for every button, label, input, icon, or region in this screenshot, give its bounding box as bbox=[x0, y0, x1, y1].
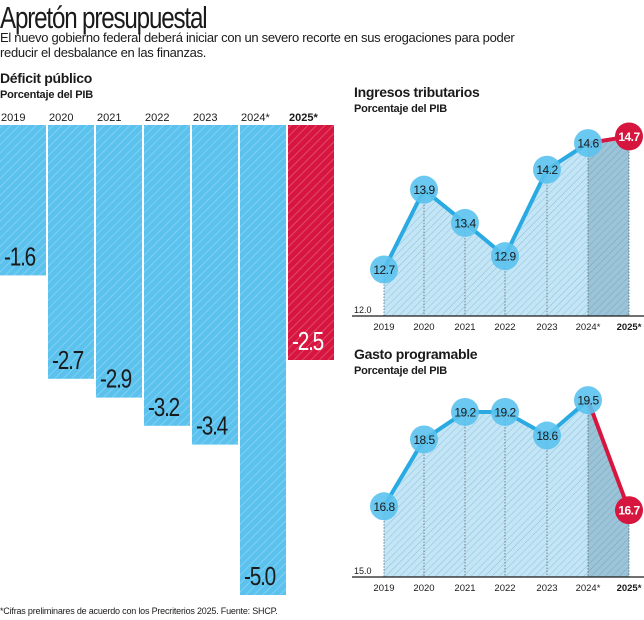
data-label: 19.2 bbox=[454, 405, 476, 419]
bar-value-label: -2.9 bbox=[100, 364, 131, 393]
data-point bbox=[451, 208, 479, 237]
data-point bbox=[410, 175, 438, 204]
data-label: 13.9 bbox=[413, 183, 435, 197]
bar-year-label: 2023 bbox=[193, 112, 217, 124]
data-point bbox=[574, 129, 602, 158]
projection-area bbox=[588, 400, 629, 577]
year-label: 2020 bbox=[413, 322, 434, 333]
bar-value-label: -5.0 bbox=[244, 562, 276, 591]
gasto-title: Gasto programable bbox=[354, 346, 478, 362]
data-label: 19.5 bbox=[577, 394, 599, 408]
projection-area bbox=[588, 136, 629, 316]
data-point bbox=[370, 492, 398, 521]
year-label: 2024* bbox=[576, 583, 601, 594]
data-point bbox=[533, 155, 561, 184]
projection-line bbox=[586, 399, 631, 511]
data-point bbox=[451, 397, 479, 426]
bar bbox=[0, 125, 46, 276]
deficit-subtitle: Porcentaje del PIB bbox=[0, 89, 93, 101]
data-label: 16.7 bbox=[618, 504, 640, 518]
data-label: 19.2 bbox=[494, 405, 516, 419]
year-label: 2019 bbox=[373, 583, 394, 594]
bar-value-label: -2.5 bbox=[292, 327, 324, 356]
bar-value-label: -3.4 bbox=[196, 411, 228, 440]
bar bbox=[96, 125, 142, 398]
page-description: El nuevo gobierno federal deberá iniciar… bbox=[0, 30, 515, 60]
data-point bbox=[491, 242, 519, 271]
data-label: 18.6 bbox=[536, 429, 558, 443]
year-label: 2020 bbox=[413, 583, 434, 594]
data-label: 12.7 bbox=[373, 263, 395, 277]
data-point bbox=[491, 397, 519, 426]
footnote: *Cifras preliminares de acuerdo con los … bbox=[0, 606, 278, 616]
bar bbox=[144, 125, 190, 426]
baseline-label: 12.0 bbox=[354, 305, 372, 315]
year-label: 2022 bbox=[494, 322, 515, 333]
data-label: 14.2 bbox=[536, 163, 558, 177]
page-title: Apretón presupuestal bbox=[0, 0, 208, 35]
bar-year-label: 2019 bbox=[1, 112, 25, 124]
data-label: 12.9 bbox=[494, 250, 516, 264]
line-area bbox=[384, 143, 588, 316]
bar bbox=[48, 125, 94, 379]
bar-value-label: -1.6 bbox=[4, 242, 36, 271]
data-label: 13.4 bbox=[454, 216, 476, 230]
data-point bbox=[615, 496, 643, 525]
bar bbox=[240, 125, 286, 595]
bar-year-label: 2025* bbox=[289, 112, 318, 124]
year-label: 2021 bbox=[454, 583, 475, 594]
data-point bbox=[615, 122, 643, 151]
year-label: 2021 bbox=[454, 322, 475, 333]
deficit-title: Déficit público bbox=[0, 70, 92, 86]
year-label: 2025* bbox=[617, 322, 642, 333]
bar-year-label: 2021 bbox=[97, 112, 121, 124]
data-label: 18.5 bbox=[413, 433, 435, 447]
ingresos-subtitle: Porcentaje del PIB bbox=[354, 103, 447, 115]
bar-year-label: 2024* bbox=[241, 112, 270, 124]
bar-year-label: 2020 bbox=[49, 112, 73, 124]
year-label: 2019 bbox=[373, 322, 394, 333]
gasto-subtitle: Porcentaje del PIB bbox=[354, 365, 447, 377]
data-point bbox=[410, 425, 438, 454]
data-label: 14.6 bbox=[577, 137, 599, 151]
data-label: 14.7 bbox=[618, 130, 640, 144]
bar bbox=[288, 125, 334, 360]
data-point bbox=[370, 255, 398, 284]
bar-year-label: 2022 bbox=[145, 112, 169, 124]
year-label: 2022 bbox=[494, 583, 515, 594]
baseline-label: 15.0 bbox=[354, 566, 372, 576]
year-label: 2023 bbox=[536, 583, 557, 594]
year-label: 2023 bbox=[536, 322, 557, 333]
ingresos-title: Ingresos tributarios bbox=[354, 84, 480, 100]
bar-value-label: -2.7 bbox=[52, 346, 83, 375]
bar-value-label: -3.2 bbox=[148, 393, 179, 422]
bar bbox=[192, 125, 238, 445]
data-label: 16.8 bbox=[373, 500, 395, 514]
year-label: 2024* bbox=[576, 322, 601, 333]
data-point bbox=[574, 386, 602, 415]
data-point bbox=[533, 421, 561, 450]
year-label: 2025* bbox=[617, 583, 642, 594]
